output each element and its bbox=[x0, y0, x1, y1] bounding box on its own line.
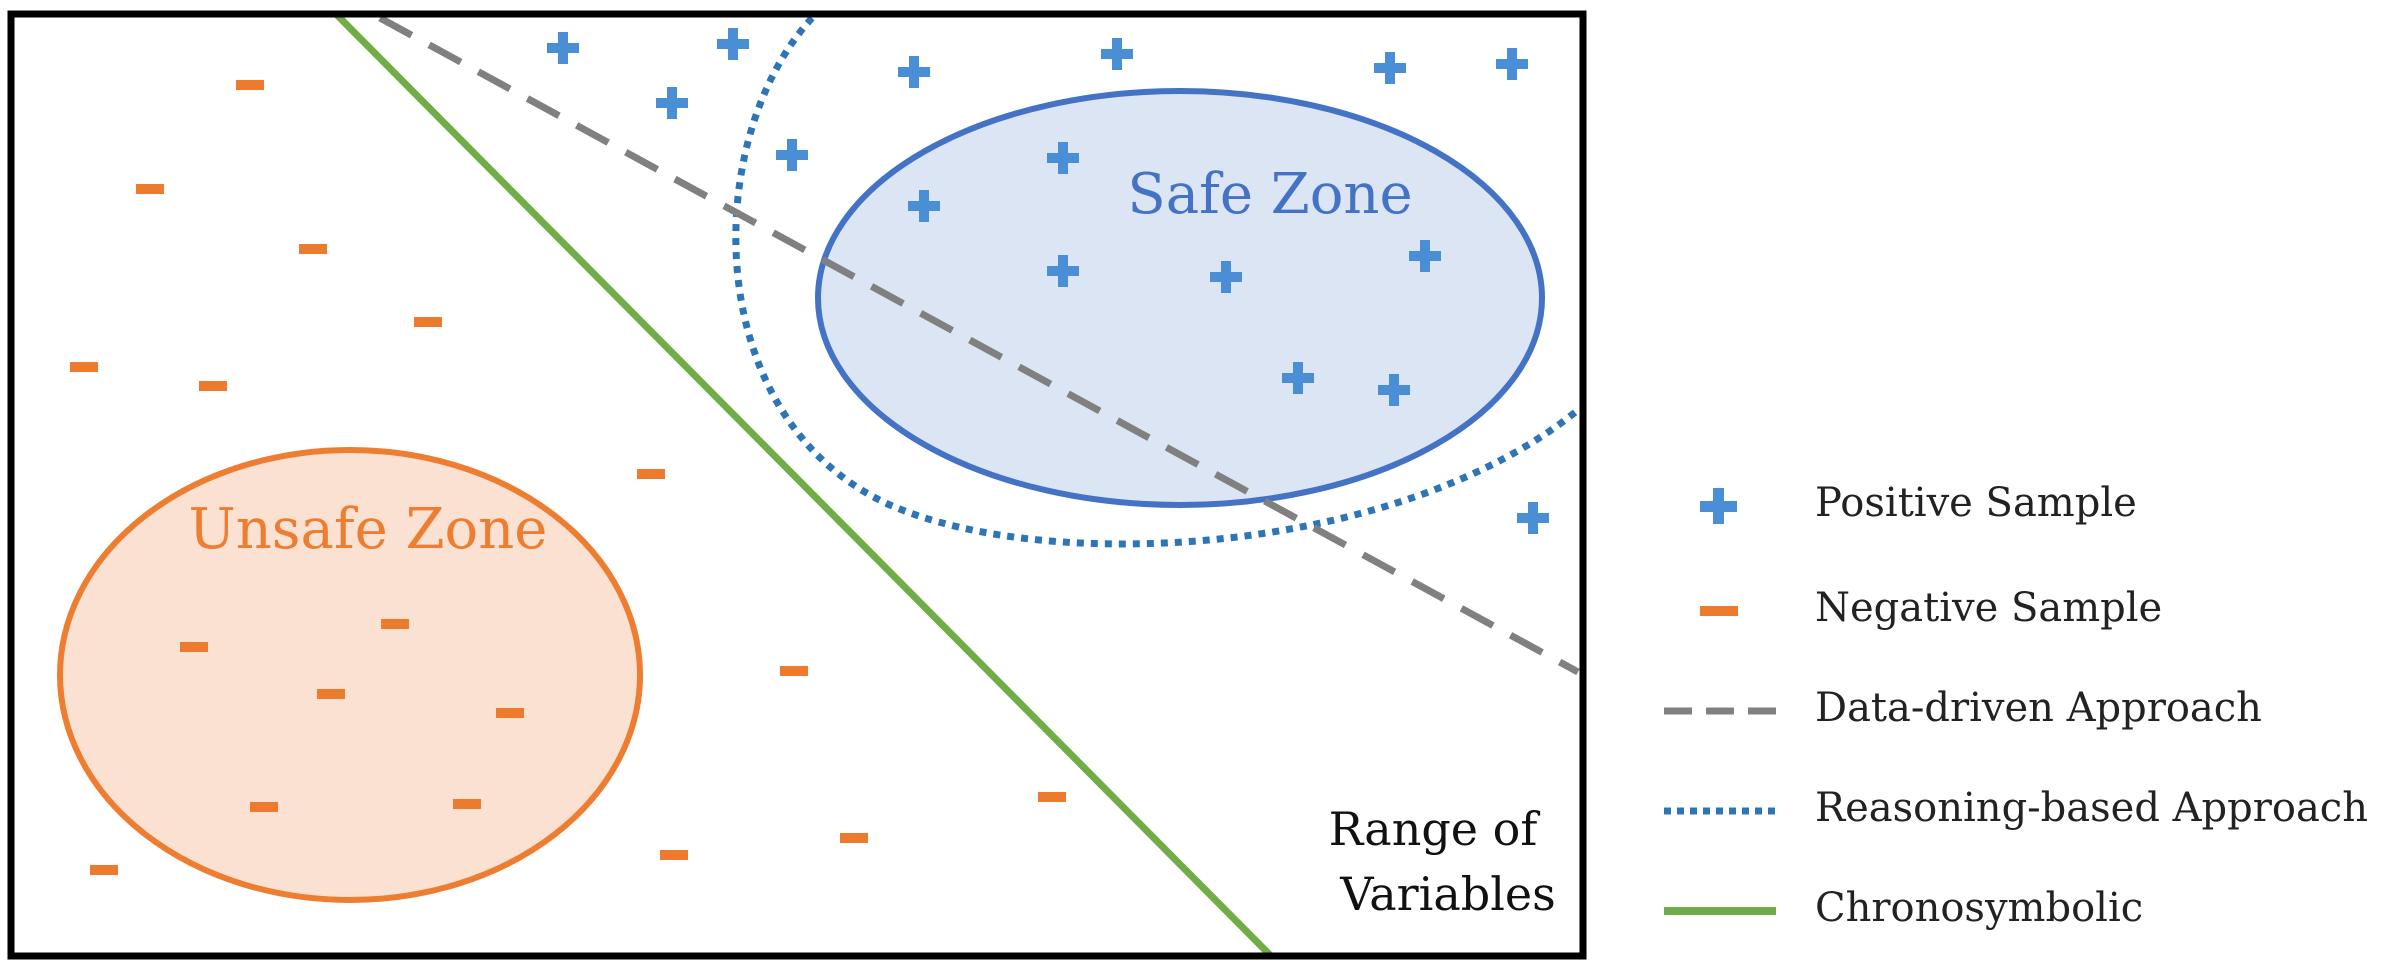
positive-sample-marker bbox=[898, 56, 930, 88]
unsafe-zone-label: Unsafe Zone bbox=[189, 497, 548, 562]
positive-sample-marker bbox=[1374, 52, 1406, 84]
negative-sample-marker bbox=[840, 833, 868, 843]
minus-icon bbox=[1700, 606, 1738, 616]
range-of-variables-line2: Variables bbox=[1339, 867, 1556, 921]
negative-sample-marker bbox=[136, 184, 164, 194]
legend-label: Negative Sample bbox=[1815, 585, 2163, 631]
negative-sample-marker bbox=[299, 244, 327, 254]
positive-sample-marker bbox=[1496, 48, 1528, 80]
reasoning-based-boundary bbox=[732, 15, 1581, 548]
negative-sample-marker bbox=[70, 362, 98, 372]
negative-sample-marker bbox=[453, 799, 481, 809]
negative-sample-marker bbox=[199, 381, 227, 391]
negative-sample-marker bbox=[496, 708, 524, 718]
negative-sample-marker bbox=[381, 619, 409, 629]
safe-zone-ellipse bbox=[815, 88, 1545, 508]
safe-zone-label: Safe Zone bbox=[1127, 162, 1412, 227]
positive-sample-marker bbox=[1101, 38, 1133, 70]
negative-sample-marker bbox=[637, 469, 665, 479]
positive-sample-marker bbox=[547, 32, 579, 64]
positive-sample-marker bbox=[1047, 255, 1079, 287]
legend-item-negative: Negative Sample bbox=[1660, 575, 2380, 645]
positive-sample-marker bbox=[1517, 502, 1549, 534]
negative-sample-marker bbox=[90, 865, 118, 875]
legend-item-chronosymbolic: Chronosymbolic bbox=[1660, 875, 2380, 945]
negative-sample-marker bbox=[780, 666, 808, 676]
negative-sample-marker bbox=[1038, 792, 1066, 802]
positive-sample-marker bbox=[1378, 374, 1410, 406]
plus-icon bbox=[1700, 488, 1737, 524]
positive-sample-marker bbox=[1047, 142, 1079, 174]
positive-sample-marker bbox=[776, 139, 808, 171]
legend-label: Data-driven Approach bbox=[1815, 685, 2262, 731]
positive-sample-marker bbox=[908, 190, 940, 222]
negative-sample-marker bbox=[180, 642, 208, 652]
positive-sample-marker bbox=[656, 87, 688, 119]
dotted-line-icon bbox=[1664, 807, 1776, 815]
unsafe-zone-ellipse bbox=[57, 447, 643, 903]
positive-sample-marker bbox=[1409, 240, 1441, 272]
negative-samples bbox=[70, 80, 1066, 875]
legend-item-data-driven: Data-driven Approach bbox=[1660, 675, 2380, 745]
positive-sample-marker bbox=[717, 28, 749, 60]
variable-range-frame bbox=[7, 10, 1587, 960]
legend-label: Reasoning-based Approach bbox=[1815, 785, 2368, 831]
positive-sample-marker bbox=[1282, 362, 1314, 394]
negative-sample-marker bbox=[660, 850, 688, 860]
legend-label: Chronosymbolic bbox=[1815, 885, 2144, 931]
positive-samples bbox=[547, 28, 1549, 534]
negative-sample-marker bbox=[236, 80, 264, 90]
negative-sample-marker bbox=[317, 689, 345, 699]
negative-sample-marker bbox=[250, 802, 278, 812]
positive-sample-marker bbox=[1210, 261, 1242, 293]
legend-item-positive: Positive Sample bbox=[1660, 470, 2380, 540]
legend-label: Positive Sample bbox=[1815, 480, 2137, 526]
chronosymbolic-boundary bbox=[334, 12, 1273, 958]
range-of-variables-line1: Range of bbox=[1329, 802, 1541, 856]
data-driven-boundary bbox=[378, 14, 1580, 676]
solid-line-icon bbox=[1664, 907, 1776, 915]
dashed-line-icon bbox=[1664, 707, 1776, 715]
legend-item-reasoning: Reasoning-based Approach bbox=[1660, 775, 2380, 845]
negative-sample-marker bbox=[414, 317, 442, 327]
